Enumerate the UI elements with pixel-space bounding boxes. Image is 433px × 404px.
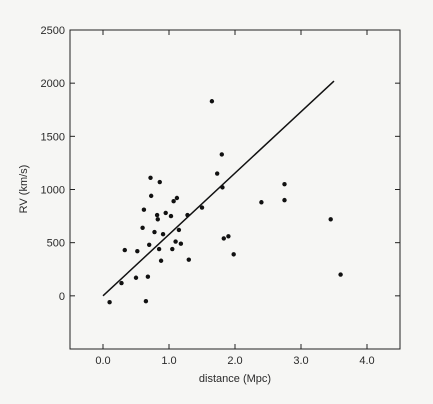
data-point: [133, 275, 139, 280]
y-tick-label: 2500: [41, 25, 65, 37]
data-point: [152, 229, 157, 235]
data-point: [154, 212, 160, 218]
data-point: [220, 185, 225, 190]
x-axis-label: distance (Mpc): [199, 373, 271, 385]
x-tick-label: 2.0: [227, 355, 242, 367]
y-tick-label: 500: [47, 238, 65, 250]
tick-labels: 0.0 1.0 2.0 3.0 4.0 0 500 1000 1500 2000 2500: [41, 25, 375, 367]
y-tick-label: 1500: [41, 131, 65, 143]
data-point: [122, 247, 127, 253]
data-point: [157, 179, 162, 185]
data-point: [221, 236, 226, 241]
data-point: [226, 234, 231, 239]
data-point: [148, 175, 153, 181]
data-point: [259, 200, 264, 205]
data-point: [141, 207, 147, 212]
data-point: [174, 195, 180, 201]
data-point: [163, 210, 168, 216]
data-point: [186, 257, 191, 262]
data-point: [168, 213, 174, 219]
regression-line: [102, 80, 335, 297]
data-point: [282, 197, 287, 203]
data-point: [147, 242, 152, 247]
data-point: [231, 252, 236, 257]
data-point: [170, 246, 175, 252]
data-point: [328, 217, 333, 222]
data-point: [143, 298, 149, 304]
data-points: [107, 99, 343, 305]
y-axis-label: RV (km/s): [18, 165, 30, 214]
data-point: [282, 181, 287, 187]
data-point: [209, 99, 215, 104]
x-tick-label: 4.0: [359, 355, 374, 367]
fit-line-layer: [102, 80, 335, 297]
data-point: [338, 272, 343, 277]
data-point: [219, 152, 224, 157]
y-tick-label: 0: [59, 291, 65, 303]
data-point: [171, 198, 176, 204]
x-tick-label: 0.0: [95, 355, 110, 367]
data-point: [160, 231, 166, 237]
data-point: [185, 212, 190, 218]
data-point: [178, 241, 184, 246]
y-tick-label: 2000: [41, 78, 65, 90]
data-point: [158, 258, 164, 263]
data-point: [140, 225, 145, 230]
data-point: [155, 217, 160, 222]
data-point: [173, 239, 178, 244]
x-tick-label: 1.0: [161, 355, 176, 367]
data-point: [214, 171, 220, 176]
data-point: [176, 227, 182, 233]
y-tick-label: 1000: [41, 185, 65, 197]
data-point: [156, 246, 162, 252]
x-tick-label: 3.0: [293, 355, 308, 367]
data-point: [135, 248, 140, 254]
data-point: [119, 280, 124, 286]
data-point: [199, 205, 205, 210]
data-point: [148, 193, 154, 199]
axis-ticks: [70, 29, 400, 349]
data-point: [145, 274, 151, 279]
data-point: [107, 300, 112, 305]
